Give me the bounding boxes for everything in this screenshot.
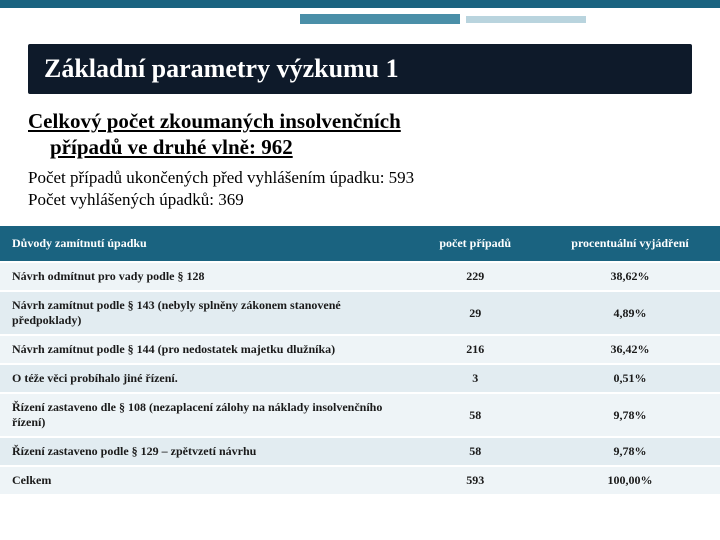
table-row: Návrh zamítnut podle § 143 (nebyly splně… <box>0 291 720 335</box>
cell-reason: Návrh zamítnut podle § 144 (pro nedostat… <box>0 335 410 364</box>
accent-bar-1 <box>300 14 460 24</box>
rejection-table: Důvody zamítnutí úpadku počet případů pr… <box>0 226 720 494</box>
col-header-pct: procentuální vyjádření <box>540 226 720 262</box>
cell-count: 3 <box>410 364 540 393</box>
table-row: Řízení zastaveno podle § 129 – zpětvzetí… <box>0 437 720 466</box>
cell-pct: 0,51% <box>540 364 720 393</box>
cell-pct: 38,62% <box>540 262 720 291</box>
counts-block: Počet případů ukončených před vyhlášením… <box>28 167 692 213</box>
cell-reason: Návrh odmítnut pro vady podle § 128 <box>0 262 410 291</box>
cell-pct: 36,42% <box>540 335 720 364</box>
table-row: Návrh zamítnut podle § 144 (pro nedostat… <box>0 335 720 364</box>
cell-count: 58 <box>410 437 540 466</box>
subtitle-line1: Celkový počet zkoumaných insolvenčních <box>28 109 401 133</box>
table-header-row: Důvody zamítnutí úpadku počet případů pr… <box>0 226 720 262</box>
cell-reason: Řízení zastaveno podle § 129 – zpětvzetí… <box>0 437 410 466</box>
subtitle: Celkový počet zkoumaných insolvenčních p… <box>28 108 692 161</box>
sub-accent-row <box>300 14 720 24</box>
count-line-1: Počet případů ukončených před vyhlášením… <box>28 167 692 190</box>
cell-count: 29 <box>410 291 540 335</box>
cell-pct: 9,78% <box>540 437 720 466</box>
table-row: O téže věci probíhalo jiné řízení.30,51% <box>0 364 720 393</box>
cell-count: 593 <box>410 466 540 494</box>
table-row: Návrh odmítnut pro vady podle § 12822938… <box>0 262 720 291</box>
page-title: Základní parametry výzkumu 1 <box>28 44 692 94</box>
cell-reason: O téže věci probíhalo jiné řízení. <box>0 364 410 393</box>
cell-pct: 100,00% <box>540 466 720 494</box>
cell-count: 229 <box>410 262 540 291</box>
cell-reason: Celkem <box>0 466 410 494</box>
col-header-reason: Důvody zamítnutí úpadku <box>0 226 410 262</box>
accent-bar-2 <box>466 16 586 23</box>
cell-pct: 9,78% <box>540 393 720 437</box>
cell-pct: 4,89% <box>540 291 720 335</box>
cell-count: 58 <box>410 393 540 437</box>
cell-reason: Návrh zamítnut podle § 143 (nebyly splně… <box>0 291 410 335</box>
table-row: Řízení zastaveno dle § 108 (nezaplacení … <box>0 393 720 437</box>
subtitle-line2: případů ve druhé vlně: 962 <box>28 134 692 160</box>
top-accent-bar <box>0 0 720 8</box>
table-row: Celkem593100,00% <box>0 466 720 494</box>
col-header-count: počet případů <box>410 226 540 262</box>
rejection-table-wrap: Důvody zamítnutí úpadku počet případů pr… <box>0 226 720 494</box>
cell-count: 216 <box>410 335 540 364</box>
cell-reason: Řízení zastaveno dle § 108 (nezaplacení … <box>0 393 410 437</box>
count-line-2: Počet vyhlášených úpadků: 369 <box>28 189 692 212</box>
